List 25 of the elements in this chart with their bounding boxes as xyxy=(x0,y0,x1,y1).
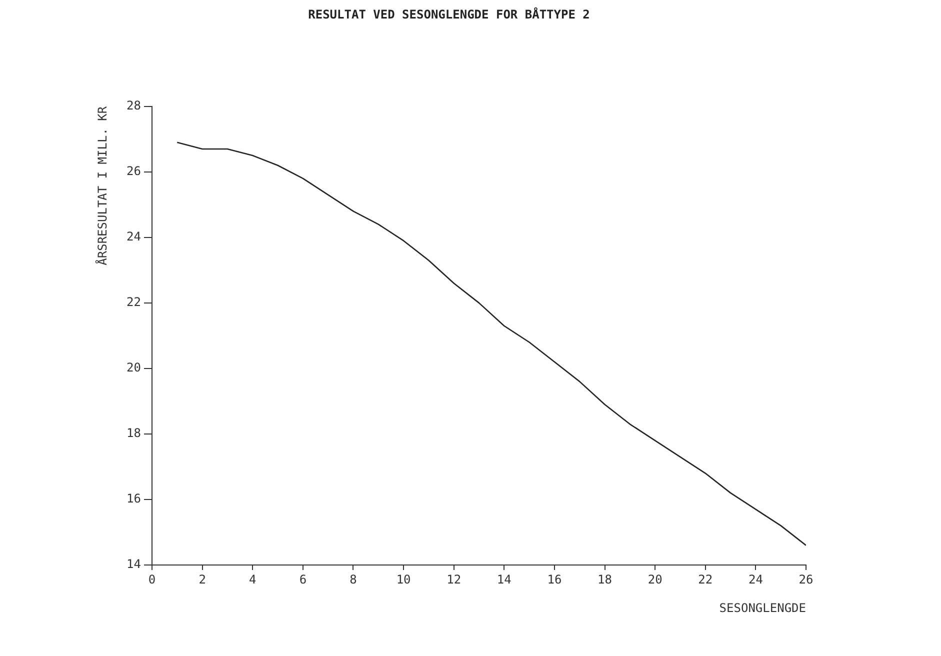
x-tick-label: 20 xyxy=(648,572,662,586)
y-tick-label: 20 xyxy=(126,360,141,375)
x-tick-label: 8 xyxy=(350,572,357,586)
chart-title: RESULTAT VED SESONGLENGDE FOR BÅTTYPE 2 xyxy=(308,6,590,22)
x-tick-label: 4 xyxy=(249,572,256,586)
y-tick-label: 24 xyxy=(126,230,141,244)
y-tick-label: 22 xyxy=(126,295,141,310)
y-tick-label: 16 xyxy=(126,492,141,506)
y-tick-label: 18 xyxy=(126,426,141,440)
x-tick-label: 0 xyxy=(148,572,156,586)
x-tick-label: 2 xyxy=(198,572,206,586)
x-tick-label: 24 xyxy=(748,572,763,586)
x-axis-title: SESONGLENGDE xyxy=(719,600,806,615)
y-tick-label: 28 xyxy=(126,98,141,113)
y-tick-label: 14 xyxy=(126,557,141,572)
x-tick-label: 16 xyxy=(547,572,562,586)
x-tick-label: 14 xyxy=(496,572,512,586)
x-tick-label: 12 xyxy=(446,572,462,586)
x-tick-label: 18 xyxy=(598,572,612,586)
x-tick-label: 10 xyxy=(396,572,411,586)
x-tick-label: 22 xyxy=(698,572,713,586)
x-tick-label: 26 xyxy=(798,572,814,586)
x-tick-label: 6 xyxy=(299,572,307,586)
y-axis-title: ÅRSRESULTAT I MILL. KR xyxy=(94,106,110,266)
y-tick-label: 26 xyxy=(126,164,141,178)
